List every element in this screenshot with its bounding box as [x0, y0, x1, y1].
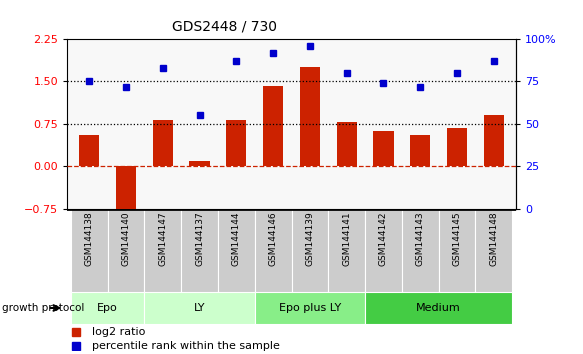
Bar	[79, 135, 99, 166]
Bar	[218, 209, 255, 292]
Bar	[336, 122, 357, 166]
Text: GSM144145: GSM144145	[452, 211, 462, 266]
Bar	[255, 292, 365, 324]
Text: GSM144138: GSM144138	[85, 211, 94, 266]
Bar	[71, 292, 145, 324]
Bar	[263, 86, 283, 166]
Text: growth protocol: growth protocol	[2, 303, 84, 313]
Bar	[226, 120, 247, 166]
Bar	[410, 135, 430, 166]
Text: log2 ratio: log2 ratio	[92, 327, 145, 337]
Text: GDS2448 / 730: GDS2448 / 730	[171, 19, 277, 34]
Text: GSM144146: GSM144146	[269, 211, 278, 266]
Bar	[153, 120, 173, 166]
Text: Epo plus LY: Epo plus LY	[279, 303, 341, 313]
Bar	[365, 292, 512, 324]
Bar	[145, 292, 255, 324]
Bar	[484, 115, 504, 166]
Bar	[181, 209, 218, 292]
Text: percentile rank within the sample: percentile rank within the sample	[92, 342, 280, 352]
Text: GSM144148: GSM144148	[489, 211, 498, 266]
Text: GSM144142: GSM144142	[379, 211, 388, 266]
Text: GSM144141: GSM144141	[342, 211, 351, 266]
Bar	[300, 67, 320, 166]
Text: GSM144143: GSM144143	[416, 211, 425, 266]
Bar	[107, 209, 145, 292]
Bar	[71, 209, 107, 292]
Bar	[476, 209, 512, 292]
Text: GSM144137: GSM144137	[195, 211, 204, 266]
Bar	[255, 209, 292, 292]
Bar	[438, 209, 476, 292]
Text: Medium: Medium	[416, 303, 461, 313]
Bar	[189, 161, 210, 166]
Bar	[292, 209, 328, 292]
Text: Epo: Epo	[97, 303, 118, 313]
Text: LY: LY	[194, 303, 205, 313]
Bar	[328, 209, 365, 292]
Text: GSM144147: GSM144147	[158, 211, 167, 266]
Text: GSM144144: GSM144144	[232, 211, 241, 266]
Bar	[447, 128, 467, 166]
Bar	[402, 209, 438, 292]
Bar	[145, 209, 181, 292]
Bar	[373, 131, 394, 166]
Text: GSM144140: GSM144140	[121, 211, 131, 266]
Bar	[365, 209, 402, 292]
Text: GSM144139: GSM144139	[305, 211, 314, 266]
Bar	[116, 166, 136, 217]
